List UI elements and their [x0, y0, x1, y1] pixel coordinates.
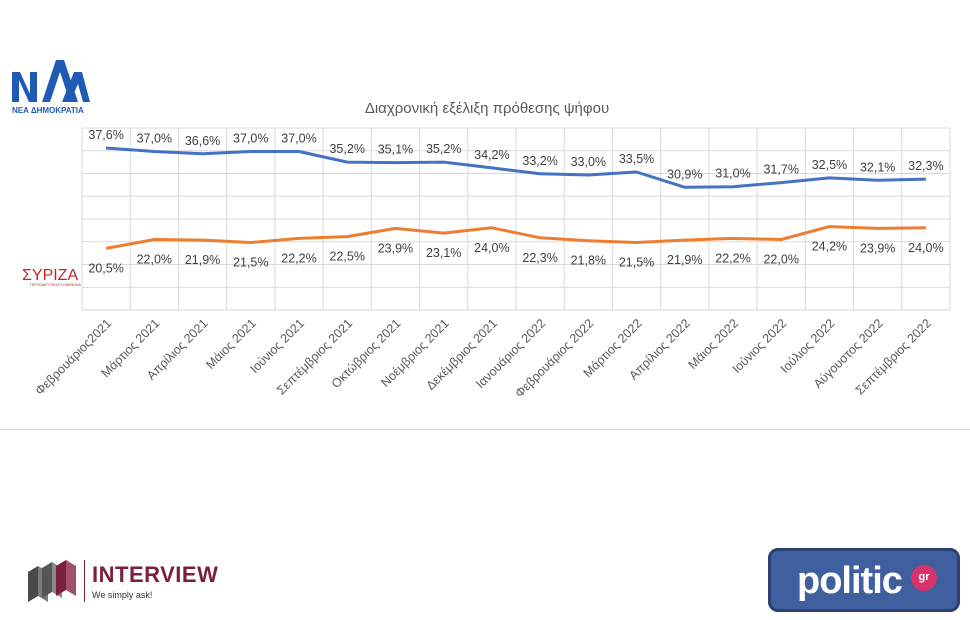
chart-title: Διαχρονική εξέλιξη πρόθεσης ψήφου: [365, 100, 609, 117]
data-label: 24,0%: [474, 241, 509, 255]
nd-logo: ΝΕΑ ΔΗΜΟΚΡΑΤΙΑ: [12, 60, 90, 115]
data-label: 34,2%: [474, 148, 509, 162]
nd-logo-text: ΝΕΑ ΔΗΜΟΚΡΑΤΙΑ: [12, 106, 84, 115]
data-label: 22,0%: [137, 253, 172, 267]
interview-bars-icon: [28, 560, 76, 602]
data-label: 37,6%: [88, 128, 123, 142]
data-label: 22,2%: [715, 251, 750, 265]
data-label: 32,3%: [908, 159, 943, 173]
data-label: 32,1%: [860, 160, 895, 174]
data-label: 33,0%: [571, 155, 606, 169]
politic-gr-badge: gr: [911, 565, 937, 591]
data-label: 35,2%: [426, 142, 461, 156]
data-label: 24,2%: [812, 240, 847, 254]
data-label: 21,9%: [667, 253, 702, 267]
data-label: 31,7%: [763, 163, 798, 177]
data-label: 23,1%: [426, 246, 461, 260]
gridlines: [81, 127, 951, 311]
data-label: 22,5%: [329, 250, 364, 264]
interview-tagline: We simply ask!: [92, 590, 153, 600]
data-label: 32,5%: [812, 158, 847, 172]
data-label: 21,8%: [571, 254, 606, 268]
syriza-logo: ΣΥΡΙΖΑ ΠΡΟΟΔΕΥΤΙΚΗ ΣΥΜΜΑΧΙΑ: [22, 267, 81, 287]
data-label: 22,2%: [281, 251, 316, 265]
interview-name: INTERVIEW: [92, 562, 219, 587]
interview-logo: INTERVIEW We simply ask!: [26, 558, 246, 606]
vote-intention-chart: Διαχρονική εξέλιξη πρόθεσης ψήφου ΝΕΑ ΔΗ…: [12, 60, 951, 400]
data-label: 30,9%: [667, 167, 702, 181]
data-label: 20,5%: [88, 261, 123, 275]
data-label: 35,2%: [329, 142, 364, 156]
nd-logo-n-shape: [12, 72, 37, 102]
politic-name: politic: [797, 560, 903, 602]
data-label: 33,2%: [522, 154, 557, 168]
data-label: 37,0%: [233, 131, 268, 145]
data-label: 37,0%: [281, 131, 316, 145]
series-line-2: [105, 225, 926, 250]
data-label: 22,0%: [763, 253, 798, 267]
data-label: 31,0%: [715, 167, 750, 181]
syriza-logo-text: ΣΥΡΙΖΑ: [22, 267, 78, 284]
series-layer: [105, 146, 926, 250]
x-tick-label: Φεβρουάριος2021: [33, 316, 115, 398]
data-label: 21,5%: [619, 255, 654, 269]
data-label: 37,0%: [137, 131, 172, 145]
chart-panel: Διαχρονική εξέλιξη πρόθεσης ψήφου ΝΕΑ ΔΗ…: [0, 60, 970, 430]
data-label: 22,3%: [522, 251, 557, 265]
data-label: 23,9%: [378, 241, 413, 255]
data-label: 35,1%: [378, 143, 413, 157]
data-label: 21,9%: [185, 253, 220, 267]
data-label: 36,6%: [185, 134, 220, 148]
interview-divider: [84, 560, 85, 602]
data-label: 33,5%: [619, 152, 654, 166]
series-line-1: [105, 146, 926, 189]
nd-logo-a-shape: [62, 72, 90, 102]
data-label: 21,5%: [233, 255, 268, 269]
data-label: 23,9%: [860, 241, 895, 255]
data-labels: 37,6% 37,0% 36,6% 37,0% 37,0% 35,2% 35,1% 35,2%…: [88, 128, 943, 275]
syriza-logo-subtext: ΠΡΟΟΔΕΥΤΙΚΗ ΣΥΜΜΑΧΙΑ: [30, 282, 81, 287]
data-label: 24,0%: [908, 241, 943, 255]
politic-logo: politic gr: [768, 548, 960, 612]
